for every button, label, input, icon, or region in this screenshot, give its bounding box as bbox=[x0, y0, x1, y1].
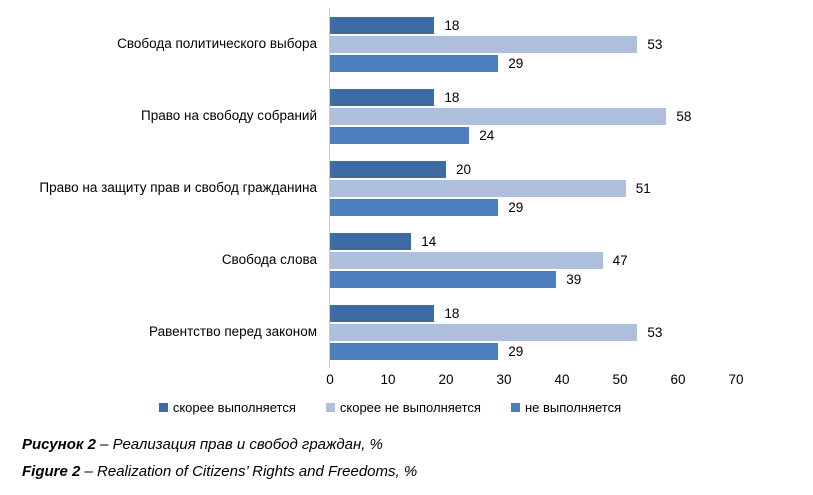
x-axis-tick-label: 60 bbox=[670, 372, 686, 387]
bar-group: 18 53 29 bbox=[330, 296, 813, 368]
category-label: Свобода политического выбора bbox=[117, 35, 317, 51]
x-axis-tick-label: 20 bbox=[438, 372, 454, 387]
bar-group: 20 51 29 bbox=[330, 152, 813, 224]
category-label: Равентство перед законом bbox=[149, 323, 317, 339]
bar-group: 18 53 29 bbox=[330, 8, 813, 80]
bar-series-1 bbox=[330, 88, 435, 106]
category-label: Право на свободу собраний bbox=[140, 107, 317, 123]
bar-row: 20 bbox=[330, 160, 813, 178]
bar-row: 14 bbox=[330, 232, 813, 250]
caption-en-label: Figure 2 bbox=[22, 463, 81, 480]
bar-value-label: 47 bbox=[612, 252, 628, 268]
bar-value-label: 58 bbox=[676, 108, 692, 124]
bar-row: 53 bbox=[330, 323, 813, 341]
x-axis-tick-label: 10 bbox=[380, 372, 396, 387]
legend: скорее выполняется скорее не выполняется н… bbox=[0, 400, 780, 415]
bar-row: 51 bbox=[330, 179, 813, 197]
bar-value-label: 29 bbox=[508, 199, 524, 215]
bar-series-3 bbox=[330, 270, 557, 288]
bar-row: 47 bbox=[330, 251, 813, 269]
bar-row: 24 bbox=[330, 126, 813, 144]
bar-value-label: 24 bbox=[479, 127, 495, 143]
bar-series-2 bbox=[330, 323, 638, 341]
bar-row: 29 bbox=[330, 342, 813, 360]
legend-item: скорее выполняется bbox=[158, 400, 296, 415]
bar-group: 18 58 24 bbox=[330, 80, 813, 152]
x-axis-tick-label: 50 bbox=[612, 372, 628, 387]
category-label: Право на защиту прав и свобод гражданина bbox=[39, 179, 317, 195]
x-axis-tick-label: 0 bbox=[326, 372, 334, 387]
plot-area: 18 53 29 18 58 24 20 51 29 14 47 39 18 53 29 bbox=[329, 8, 813, 368]
bar-series-2 bbox=[330, 107, 667, 125]
bar-value-label: 53 bbox=[647, 36, 663, 52]
bar-chart: Свобода политического выбора Право на сво… bbox=[0, 8, 813, 368]
bar-row: 39 bbox=[330, 270, 813, 288]
bar-group: 14 47 39 bbox=[330, 224, 813, 296]
bar-series-3 bbox=[330, 342, 499, 360]
bar-row: 18 bbox=[330, 16, 813, 34]
bar-value-label: 53 bbox=[647, 324, 663, 340]
bar-value-label: 29 bbox=[508, 343, 524, 359]
bar-value-label: 20 bbox=[456, 161, 472, 177]
bar-value-label: 18 bbox=[444, 305, 460, 321]
bar-value-label: 18 bbox=[444, 17, 460, 33]
legend-marker bbox=[510, 403, 520, 412]
x-axis-tick-label: 40 bbox=[554, 372, 570, 387]
bar-series-3 bbox=[330, 126, 470, 144]
legend-marker bbox=[325, 403, 335, 412]
category-label: Свобода слова bbox=[221, 251, 317, 267]
bar-value-label: 51 bbox=[635, 180, 651, 196]
legend-marker bbox=[158, 403, 168, 412]
caption-en: Figure 2 – Realization of Citizens’ Righ… bbox=[0, 462, 813, 482]
bar-series-3 bbox=[330, 198, 499, 216]
bar-series-2 bbox=[330, 179, 626, 197]
bar-row: 18 bbox=[330, 304, 813, 322]
bar-value-label: 39 bbox=[566, 271, 582, 287]
bar-value-label: 14 bbox=[421, 233, 437, 249]
bar-row: 29 bbox=[330, 54, 813, 72]
caption-ru-text: – Реализация прав и свобод граждан, % bbox=[96, 436, 383, 453]
legend-label: не выполняется bbox=[524, 400, 622, 415]
bar-series-1 bbox=[330, 16, 435, 34]
category-column: Свобода политического выбора Право на сво… bbox=[0, 8, 329, 368]
bar-series-1 bbox=[330, 304, 435, 322]
x-axis: 0 10 20 30 40 50 60 70 bbox=[326, 368, 813, 390]
bar-series-1 bbox=[330, 232, 412, 250]
legend-label: скорее выполняется bbox=[172, 400, 296, 415]
x-axis-tick-label: 30 bbox=[496, 372, 512, 387]
bar-row: 29 bbox=[330, 198, 813, 216]
bar-row: 53 bbox=[330, 35, 813, 53]
bar-series-3 bbox=[330, 54, 499, 72]
caption-ru: Рисунок 2 – Реализация прав и свобод гра… bbox=[0, 435, 813, 455]
bar-series-1 bbox=[330, 160, 446, 178]
caption-en-text: – Realization of Citizens’ Rights and Fr… bbox=[80, 463, 418, 480]
bar-row: 18 bbox=[330, 88, 813, 106]
bar-row: 58 bbox=[330, 107, 813, 125]
legend-label: скорее не выполняется bbox=[339, 400, 481, 415]
x-axis-tick-label: 70 bbox=[728, 372, 744, 387]
legend-item: скорее не выполняется bbox=[325, 400, 481, 415]
legend-item: не выполняется bbox=[510, 400, 622, 415]
caption-ru-label: Рисунок 2 bbox=[22, 436, 96, 453]
bar-series-2 bbox=[330, 251, 603, 269]
bar-series-2 bbox=[330, 35, 638, 53]
bar-value-label: 29 bbox=[508, 55, 524, 71]
bar-value-label: 18 bbox=[444, 89, 460, 105]
